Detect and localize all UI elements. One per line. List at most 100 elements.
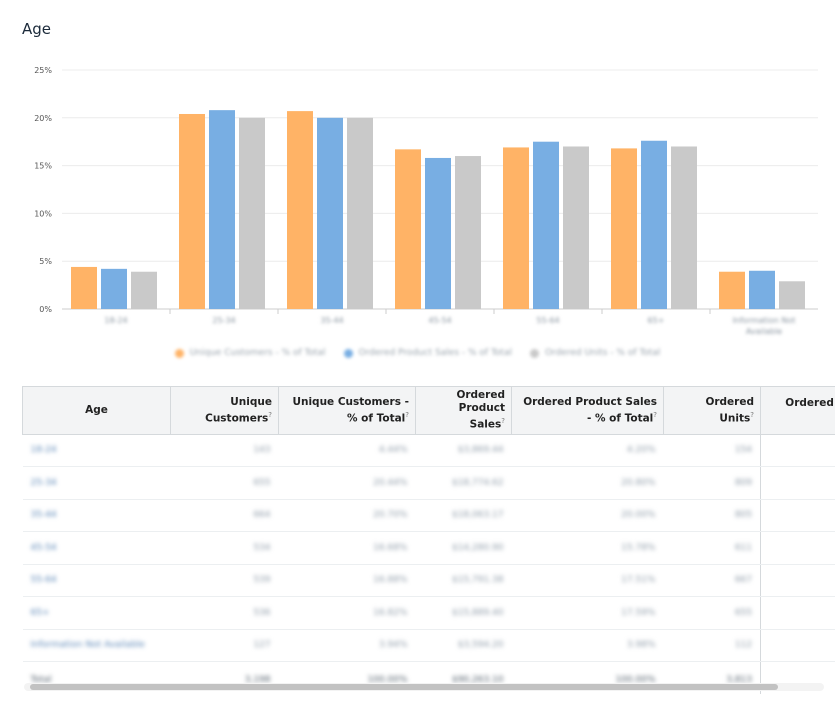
table-cell: $3,869.44 [415,434,512,467]
table-row: 25-34 655 20.44% $18,774.62 20.80% 809 [22,466,835,500]
table-cell: $15,889.40 [415,596,512,630]
info-icon[interactable]: ? [653,410,657,419]
table-cell [760,466,835,500]
info-icon[interactable]: ? [501,417,505,425]
table-cell[interactable]: 18-24 [22,434,171,467]
table-body: 18-24 143 4.44% $3,869.44 4.20% 154 25-34 655 20… [22,434,835,694]
chart-legend: Unique Customers - % of Total Ordered Pro… [0,348,835,358]
bar [347,117,373,309]
y-tick-label: 10% [34,209,52,218]
table-cell: 16.88% [278,564,416,597]
legend-item[interactable]: Ordered Product Sales - % of Total [343,348,512,358]
bar [425,157,451,309]
age-table: Age Unique Customers? Unique Customers - %… [22,386,835,694]
table-cell: $18,774.62 [415,466,512,500]
table-header-row: Age Unique Customers? Unique Customers - %… [22,386,835,435]
bar [131,271,157,309]
table-cell: 611 [663,531,761,565]
column-header[interactable]: Ordered Product Sales - % of Total? [511,386,664,435]
bar [455,156,481,309]
column-header[interactable]: Unique Customers? [170,386,279,435]
column-header[interactable]: Ordered Units? [663,386,761,435]
column-header[interactable]: Age [22,386,171,435]
x-category-label: 55-64 [536,316,559,325]
column-header[interactable]: Unique Customers - % of Total? [278,386,416,435]
table-cell: 20.80% [511,466,664,500]
table-cell: 667 [663,564,761,597]
table-cell: 15.78% [511,531,664,565]
table-cell: 3.98% [511,629,664,662]
legend-swatch [343,348,353,358]
table-cell[interactable]: 65+ [22,596,171,630]
table-cell: 539 [170,564,279,597]
table-cell: $14,280.90 [415,531,512,565]
bar [101,268,127,309]
age-bar-chart: 0% 5% 10% 15% 20% 25% 18-24 25-34 35-44 45-54 55-6… [34,66,818,336]
info-icon[interactable]: ? [268,410,272,419]
bar [533,141,559,309]
table-cell[interactable]: 25-34 [22,466,171,500]
x-category-label: 18-24 [104,316,127,325]
legend-label: Unique Customers - % of Total [189,348,326,358]
bar [779,281,805,309]
column-header[interactable]: Ordered Product Sales? [415,386,512,435]
table-cell: $15,791.38 [415,564,512,597]
table-cell: 20.44% [278,466,416,500]
table-cell [760,564,835,597]
table-cell[interactable]: Information Not Available [22,629,171,662]
table-cell: $18,063.17 [415,499,512,532]
table-cell: $3,594.20 [415,629,512,662]
table-cell [760,596,835,630]
table-row: 35-44 664 20.70% $18,063.17 20.00% 805 [22,499,835,532]
bar [641,140,667,309]
table-cell: 3.94% [278,629,416,662]
legend-item[interactable]: Unique Customers - % of Total [174,348,326,358]
y-tick-label: 0% [39,305,52,314]
bar [287,111,313,309]
info-icon[interactable]: ? [750,410,754,419]
age-table-container: Age Unique Customers? Unique Customers - %… [22,386,835,694]
x-category-label: 45-54 [428,316,451,325]
bar [395,149,421,309]
bar [71,266,97,309]
table-cell[interactable]: 35-44 [22,499,171,532]
column-header[interactable]: Ordered Units - % of Total [760,386,835,435]
bar [317,117,343,309]
x-category-label: Available [746,327,782,336]
table-row: 18-24 143 4.44% $3,869.44 4.20% 154 [22,434,835,467]
table-cell: 4.44% [278,434,416,467]
table-row: 45-54 534 16.68% $14,280.90 15.78% 611 [22,531,835,565]
y-tick-label: 25% [34,66,52,75]
y-tick-label: 20% [34,114,52,123]
table-cell: 127 [170,629,279,662]
table-cell: 20.00% [511,499,664,532]
table-row: Information Not Available 127 3.94% $3,594.… [22,629,835,662]
horizontal-scrollbar-thumb[interactable] [30,684,778,690]
y-tick-label: 15% [34,162,52,171]
table-cell[interactable]: 55-64 [22,564,171,597]
legend-item[interactable]: Ordered Units - % of Total [529,348,660,358]
table-cell [760,531,835,565]
y-tick-label: 5% [39,257,52,266]
table-cell: 4.20% [511,434,664,467]
bar [209,110,235,309]
section-title: Age [22,20,52,38]
x-category-label: 35-44 [320,316,343,325]
table-row: 55-64 539 16.88% $15,791.38 17.51% 667 [22,564,835,597]
x-category-label: 65+ [648,316,665,325]
legend-swatch [529,348,539,358]
bar [563,146,589,309]
table-row: 65+ 536 16.82% $15,889.40 17.59% 655 [22,596,835,630]
table-cell[interactable]: 45-54 [22,531,171,565]
table-cell: 17.59% [511,596,664,630]
table-cell: 154 [663,434,761,467]
legend-swatch [174,348,184,358]
bar [719,271,745,309]
table-cell: 20.70% [278,499,416,532]
info-icon[interactable]: ? [405,410,409,419]
table-cell: 534 [170,531,279,565]
table-cell: 805 [663,499,761,532]
table-cell [760,499,835,532]
table-cell: 536 [170,596,279,630]
legend-label: Ordered Product Sales - % of Total [358,348,512,358]
